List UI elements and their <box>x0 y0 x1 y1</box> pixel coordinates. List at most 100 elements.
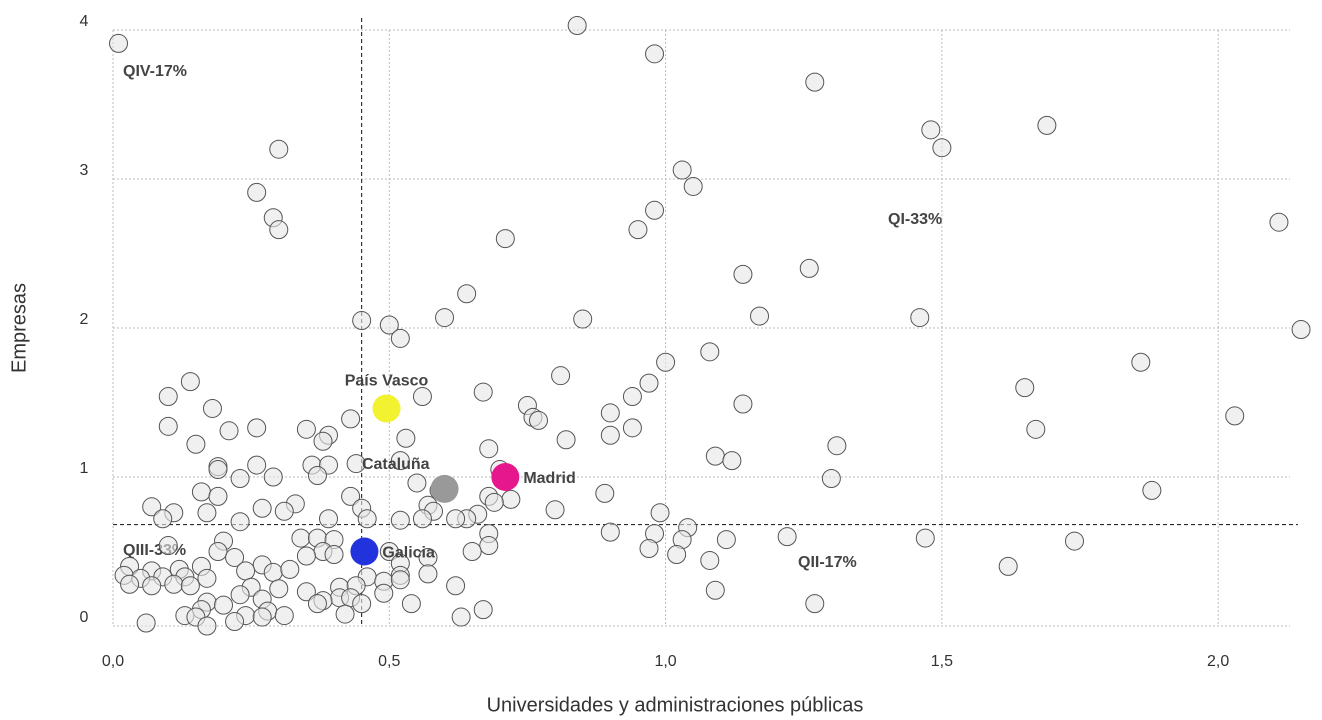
point <box>484 492 504 512</box>
point <box>252 498 272 518</box>
point <box>733 264 753 284</box>
point <box>667 544 687 564</box>
point <box>639 539 659 559</box>
point <box>1225 406 1245 426</box>
point <box>645 200 665 220</box>
point <box>341 409 361 429</box>
point <box>197 503 217 523</box>
point <box>545 500 565 520</box>
point <box>186 434 206 454</box>
point <box>932 138 952 158</box>
point <box>683 176 703 196</box>
point <box>473 600 493 620</box>
x-tick-label: 0,5 <box>378 653 400 670</box>
point <box>495 229 515 249</box>
y-tick-label: 2 <box>80 311 89 328</box>
highlight-point <box>491 463 520 491</box>
point <box>1026 419 1046 439</box>
point <box>296 546 316 566</box>
point <box>247 455 267 475</box>
point <box>109 33 129 53</box>
point <box>296 419 316 439</box>
point <box>733 394 753 414</box>
point <box>263 562 283 582</box>
point <box>352 311 372 331</box>
point <box>821 468 841 488</box>
point <box>551 366 571 386</box>
point <box>346 454 366 474</box>
point <box>164 574 184 594</box>
x-axis-title: Universidades y administraciones pública… <box>487 694 864 716</box>
point <box>335 604 355 624</box>
point <box>915 528 935 548</box>
point <box>600 403 620 423</box>
point <box>435 308 455 328</box>
point <box>462 542 482 561</box>
point <box>1269 212 1289 232</box>
point <box>622 387 642 407</box>
point <box>556 430 576 450</box>
point <box>528 410 548 430</box>
point <box>252 607 272 627</box>
point <box>418 564 438 584</box>
point <box>390 328 410 348</box>
point <box>291 528 311 548</box>
point <box>700 550 720 570</box>
point <box>1064 531 1084 551</box>
highlight-label: País Vasco <box>345 373 429 390</box>
point <box>379 315 399 335</box>
point <box>1131 352 1151 372</box>
point <box>600 425 620 445</box>
point <box>921 120 941 140</box>
point <box>473 382 493 402</box>
highlight-label: Cataluña <box>362 456 430 473</box>
point <box>716 530 736 550</box>
highlight-point <box>372 394 401 423</box>
point <box>805 72 825 92</box>
point <box>457 284 477 304</box>
point <box>236 561 256 581</box>
point <box>622 418 642 438</box>
point <box>230 512 250 532</box>
point <box>247 182 267 202</box>
point <box>451 607 471 627</box>
point <box>827 436 847 456</box>
point <box>750 306 770 326</box>
point <box>208 542 228 561</box>
point <box>263 467 283 487</box>
point <box>319 509 339 529</box>
point <box>650 503 670 523</box>
point <box>501 489 521 509</box>
point <box>1291 319 1311 339</box>
point <box>269 139 289 159</box>
point <box>910 308 930 328</box>
point <box>573 309 593 329</box>
point <box>656 352 676 372</box>
point <box>639 373 659 393</box>
point <box>307 466 327 486</box>
point <box>142 497 162 517</box>
point <box>296 582 316 602</box>
point <box>225 612 245 632</box>
point <box>230 585 250 605</box>
point <box>269 220 289 240</box>
point <box>120 574 140 594</box>
point <box>722 451 742 471</box>
x-tick-label: 0,0 <box>102 653 124 670</box>
point <box>208 460 228 480</box>
highlight-point <box>350 537 379 566</box>
point <box>180 576 200 596</box>
x-tick-label: 1,0 <box>654 653 676 670</box>
quadrant-label: QIV-17% <box>123 63 187 80</box>
point <box>230 468 250 488</box>
point <box>158 536 178 556</box>
point <box>197 616 217 636</box>
point <box>357 509 377 529</box>
y-tick-label: 3 <box>80 162 89 179</box>
point <box>313 431 333 451</box>
point <box>158 387 178 407</box>
point <box>341 486 361 506</box>
point <box>197 568 217 588</box>
x-tick-label: 2,0 <box>1207 653 1229 670</box>
y-axis-title: Empresas <box>8 283 30 373</box>
